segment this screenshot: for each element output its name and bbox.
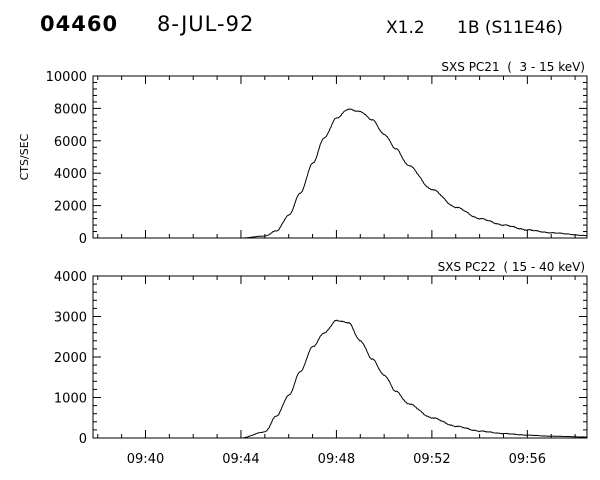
y-axis-label: CTS/SEC bbox=[18, 133, 31, 180]
y-tick-label: 8000 bbox=[54, 102, 87, 117]
y-tick-label: 4000 bbox=[54, 270, 87, 285]
y-tick-label: 3000 bbox=[54, 311, 87, 326]
x-tick-label: 09:44 bbox=[222, 452, 259, 467]
goes-class: X1.2 bbox=[386, 18, 425, 38]
y-tick-label: 2000 bbox=[54, 351, 87, 366]
observation-date: 8-JUL-92 bbox=[157, 12, 255, 36]
series-line bbox=[93, 108, 588, 239]
y-tick-label: 4000 bbox=[54, 167, 87, 182]
flare-id: 04460 bbox=[40, 12, 119, 36]
plot-frame bbox=[92, 75, 588, 239]
panel-pc22: SXS PC22 ( 15 - 40 keV) 0 1000 2000 3000 400… bbox=[54, 260, 588, 467]
y-tick-label: 10000 bbox=[46, 70, 87, 85]
x-tick-label: 09:52 bbox=[413, 452, 450, 467]
tick-group: 0 2000 4000 6000 8000 10000 bbox=[46, 70, 587, 247]
y-tick-label: 1000 bbox=[54, 392, 87, 407]
x-tick-label: 09:56 bbox=[509, 452, 546, 467]
y-tick-label: 2000 bbox=[54, 200, 87, 215]
y-tick-label: 0 bbox=[79, 232, 87, 247]
region-info: 1B (S11E46) bbox=[457, 18, 563, 38]
panel-pc21: SXS PC21 ( 3 - 15 keV) CTS/SEC 0 2000 4000… bbox=[18, 60, 588, 247]
series-line bbox=[93, 319, 588, 439]
x-tick-label: 09:40 bbox=[127, 452, 164, 467]
tick-group: 0 1000 2000 3000 4000 09:40 09:44 09:48 09:52 09:… bbox=[54, 270, 587, 467]
plot-frame bbox=[92, 275, 588, 439]
x-tick-label: 09:48 bbox=[318, 452, 355, 467]
y-tick-label: 0 bbox=[79, 432, 87, 447]
y-tick-label: 6000 bbox=[54, 135, 87, 150]
panel-title: SXS PC22 ( 15 - 40 keV) bbox=[438, 260, 585, 274]
panel-title: SXS PC21 ( 3 - 15 keV) bbox=[441, 60, 585, 74]
